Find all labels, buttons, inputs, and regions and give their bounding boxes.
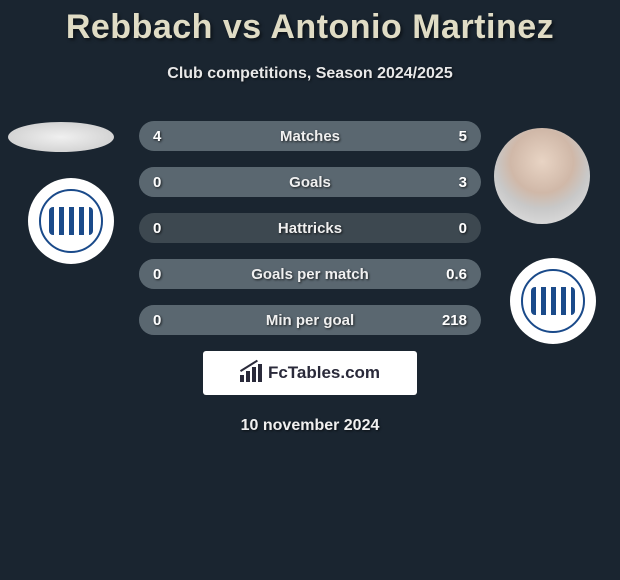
subtitle: Club competitions, Season 2024/2025 <box>0 65 620 83</box>
page-title: Rebbach vs Antonio Martinez <box>0 0 620 47</box>
stat-value-left: 4 <box>153 128 161 145</box>
stats-container: 4 Matches 5 0 Goals 3 0 Hattricks 0 0 Go… <box>0 121 620 335</box>
stat-value-left: 0 <box>153 266 161 283</box>
stat-label: Min per goal <box>266 312 354 329</box>
stat-value-left: 0 <box>153 220 161 237</box>
stat-value-left: 0 <box>153 174 161 191</box>
bar-left <box>139 121 289 151</box>
stat-row: 0 Hattricks 0 <box>139 213 481 243</box>
stat-value-left: 0 <box>153 312 161 329</box>
chart-icon <box>240 364 262 382</box>
stat-label: Goals per match <box>251 266 369 283</box>
stat-label: Hattricks <box>278 220 342 237</box>
stat-row: 0 Goals 3 <box>139 167 481 197</box>
stat-value-right: 0 <box>459 220 467 237</box>
brand-text: FcTables.com <box>268 363 380 383</box>
stat-row: 0 Min per goal 218 <box>139 305 481 335</box>
date-text: 10 november 2024 <box>0 417 620 435</box>
stat-value-right: 5 <box>459 128 467 145</box>
stat-value-right: 3 <box>459 174 467 191</box>
stat-value-right: 218 <box>442 312 467 329</box>
brand-box: FcTables.com <box>203 351 417 395</box>
stat-row: 0 Goals per match 0.6 <box>139 259 481 289</box>
stat-label: Matches <box>280 128 340 145</box>
stat-row: 4 Matches 5 <box>139 121 481 151</box>
stat-value-right: 0.6 <box>446 266 467 283</box>
stat-label: Goals <box>289 174 331 191</box>
